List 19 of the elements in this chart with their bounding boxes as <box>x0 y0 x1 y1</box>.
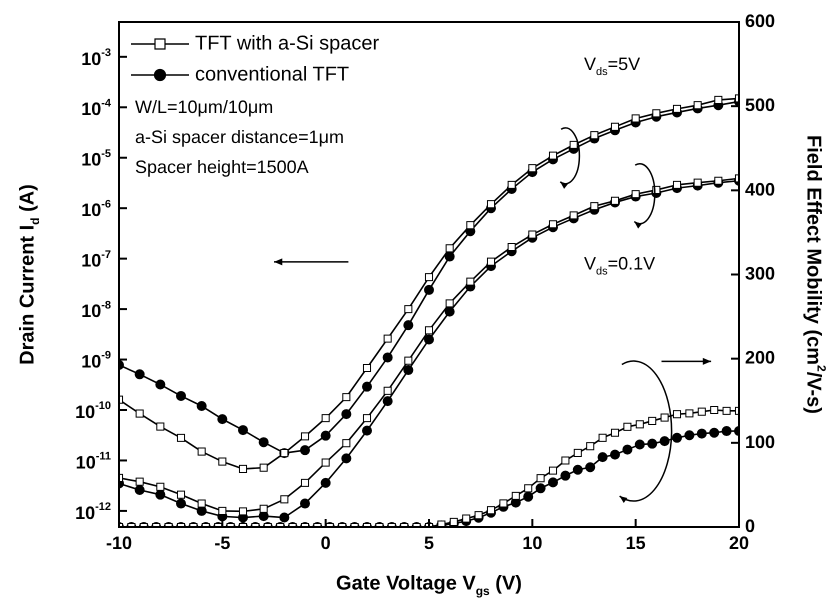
annotation: Spacer height=1500A <box>135 156 309 177</box>
y-axis-title: Drain Current Id (A) <box>16 184 42 365</box>
x-tick-label: 10 <box>522 532 542 553</box>
x-tick-label: 5 <box>424 532 434 553</box>
x-tick-label: -5 <box>214 532 230 553</box>
y2-tick-label: 300 <box>745 263 776 284</box>
legend-label: TFT with a-Si spacer <box>195 32 380 55</box>
y2-tick-label: 600 <box>745 10 776 31</box>
x-tick-label: -10 <box>106 532 132 553</box>
annotation: W/L=10μm/10μm <box>135 96 274 117</box>
y2-tick-label: 100 <box>745 432 776 452</box>
y2-axis-title: Field Effect Mobility (cm2/V-s) <box>802 135 828 414</box>
legend-label: conventional TFT <box>195 64 350 86</box>
y2-tick-label: 400 <box>745 179 776 200</box>
annotation: a-Si spacer distance=1μm <box>135 126 344 147</box>
y2-tick-label: 500 <box>745 95 776 116</box>
x-tick-label: 0 <box>320 532 331 553</box>
y2-tick-label: 200 <box>745 348 776 368</box>
x-tick-label: 15 <box>626 532 646 553</box>
